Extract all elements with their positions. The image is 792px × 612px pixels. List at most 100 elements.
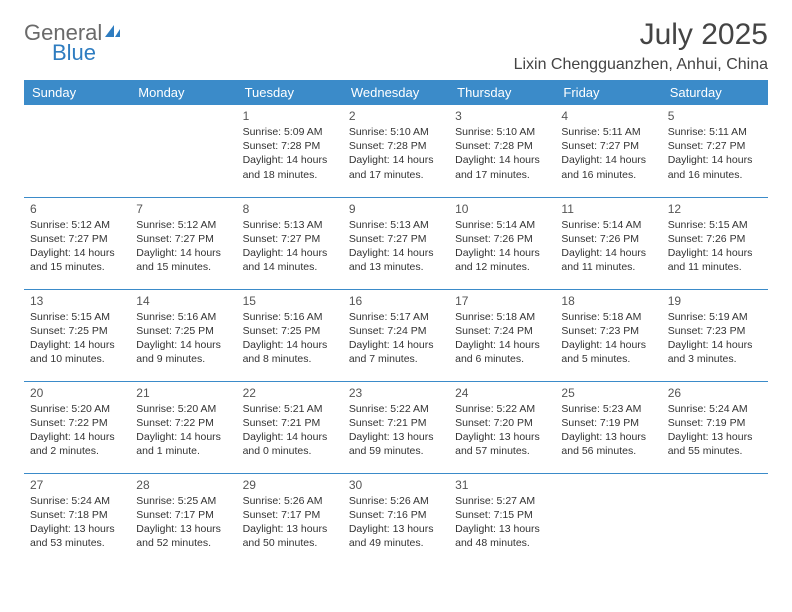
calendar-cell: 13 Sunrise: 5:15 AMSunset: 7:25 PMDayligh… (24, 289, 130, 381)
day-details: Sunrise: 5:19 AMSunset: 7:23 PMDaylight:… (668, 310, 762, 367)
month-title: July 2025 (514, 18, 768, 52)
calendar-cell (555, 473, 661, 565)
day-details: Sunrise: 5:24 AMSunset: 7:18 PMDaylight:… (30, 494, 124, 551)
calendar-cell: 22Sunrise: 5:21 AMSunset: 7:21 PMDayligh… (237, 381, 343, 473)
calendar-cell: 2 Sunrise: 5:10 AMSunset: 7:28 PMDaylight… (343, 105, 449, 197)
day-number: 10 (455, 202, 549, 216)
calendar-cell: 9 Sunrise: 5:13 AMSunset: 7:27 PMDaylight… (343, 197, 449, 289)
day-details: Sunrise: 5:17 AMSunset: 7:24 PMDaylight:… (349, 310, 443, 367)
day-number: 3 (455, 109, 549, 123)
day-details: Sunrise: 5:12 AMSunset: 7:27 PMDaylight:… (136, 218, 230, 275)
calendar-cell: 25Sunrise: 5:23 AMSunset: 7:19 PMDayligh… (555, 381, 661, 473)
day-number: 19 (668, 294, 762, 308)
calendar-cell: 26Sunrise: 5:24 AMSunset: 7:19 PMDayligh… (662, 381, 768, 473)
calendar-cell: 23Sunrise: 5:22 AMSunset: 7:21 PMDayligh… (343, 381, 449, 473)
day-number: 12 (668, 202, 762, 216)
dayheader-tuesday: Tuesday (237, 80, 343, 105)
calendar-cell: 5 Sunrise: 5:11 AMSunset: 7:27 PMDaylight… (662, 105, 768, 197)
day-details: Sunrise: 5:13 AMSunset: 7:27 PMDaylight:… (243, 218, 337, 275)
day-number: 13 (30, 294, 124, 308)
day-number: 21 (136, 386, 230, 400)
day-details: Sunrise: 5:11 AMSunset: 7:27 PMDaylight:… (668, 125, 762, 182)
calendar-cell: 4 Sunrise: 5:11 AMSunset: 7:27 PMDaylight… (555, 105, 661, 197)
calendar-week-row: 13 Sunrise: 5:15 AMSunset: 7:25 PMDayligh… (24, 289, 768, 381)
day-number: 4 (561, 109, 655, 123)
calendar-cell: 3 Sunrise: 5:10 AMSunset: 7:28 PMDaylight… (449, 105, 555, 197)
day-details: Sunrise: 5:10 AMSunset: 7:28 PMDaylight:… (349, 125, 443, 182)
dayheader-thursday: Thursday (449, 80, 555, 105)
calendar-week-row: 6 Sunrise: 5:12 AMSunset: 7:27 PMDaylight… (24, 197, 768, 289)
calendar-cell: 19 Sunrise: 5:19 AMSunset: 7:23 PMDayligh… (662, 289, 768, 381)
day-number: 25 (561, 386, 655, 400)
calendar-cell: 17 Sunrise: 5:18 AMSunset: 7:24 PMDayligh… (449, 289, 555, 381)
day-number: 26 (668, 386, 762, 400)
day-number: 29 (243, 478, 337, 492)
day-number: 11 (561, 202, 655, 216)
calendar-cell: 1 Sunrise: 5:09 AMSunset: 7:28 PMDaylight… (237, 105, 343, 197)
day-details: Sunrise: 5:15 AMSunset: 7:25 PMDaylight:… (30, 310, 124, 367)
day-number: 8 (243, 202, 337, 216)
day-details: Sunrise: 5:14 AMSunset: 7:26 PMDaylight:… (561, 218, 655, 275)
day-details: Sunrise: 5:22 AMSunset: 7:20 PMDaylight:… (455, 402, 549, 459)
day-details: Sunrise: 5:14 AMSunset: 7:26 PMDaylight:… (455, 218, 549, 275)
calendar-cell: 12 Sunrise: 5:15 AMSunset: 7:26 PMDayligh… (662, 197, 768, 289)
calendar-cell: 14 Sunrise: 5:16 AMSunset: 7:25 PMDayligh… (130, 289, 236, 381)
day-number: 31 (455, 478, 549, 492)
day-details: Sunrise: 5:16 AMSunset: 7:25 PMDaylight:… (136, 310, 230, 367)
day-number: 14 (136, 294, 230, 308)
logo-text-blue: Blue (52, 42, 96, 64)
day-number: 17 (455, 294, 549, 308)
calendar-cell (662, 473, 768, 565)
logo: GeneralBlue (24, 18, 123, 64)
day-number: 5 (668, 109, 762, 123)
day-number: 1 (243, 109, 337, 123)
day-number: 18 (561, 294, 655, 308)
calendar-cell: 27 Sunrise: 5:24 AMSunset: 7:18 PMDayligh… (24, 473, 130, 565)
day-number: 20 (30, 386, 124, 400)
calendar-cell: 18 Sunrise: 5:18 AMSunset: 7:23 PMDayligh… (555, 289, 661, 381)
calendar-cell: 24 Sunrise: 5:22 AMSunset: 7:20 PMDayligh… (449, 381, 555, 473)
calendar-cell: 20 Sunrise: 5:20 AMSunset: 7:22 PMDayligh… (24, 381, 130, 473)
day-details: Sunrise: 5:13 AMSunset: 7:27 PMDaylight:… (349, 218, 443, 275)
day-number: 27 (30, 478, 124, 492)
day-details: Sunrise: 5:27 AMSunset: 7:15 PMDaylight:… (455, 494, 549, 551)
title-block: July 2025 Lixin Chengguanzhen, Anhui, Ch… (514, 18, 768, 74)
day-details: Sunrise: 5:12 AMSunset: 7:27 PMDaylight:… (30, 218, 124, 275)
day-details: Sunrise: 5:15 AMSunset: 7:26 PMDaylight:… (668, 218, 762, 275)
calendar-cell: 11 Sunrise: 5:14 AMSunset: 7:26 PMDayligh… (555, 197, 661, 289)
day-details: Sunrise: 5:20 AMSunset: 7:22 PMDaylight:… (136, 402, 230, 459)
calendar-cell: 10 Sunrise: 5:14 AMSunset: 7:26 PMDayligh… (449, 197, 555, 289)
dayheader-wednesday: Wednesday (343, 80, 449, 105)
day-details: Sunrise: 5:18 AMSunset: 7:23 PMDaylight:… (561, 310, 655, 367)
calendar-cell: 15Sunrise: 5:16 AMSunset: 7:25 PMDayligh… (237, 289, 343, 381)
calendar-table: Sunday Monday Tuesday Wednesday Thursday… (24, 80, 768, 565)
day-number: 28 (136, 478, 230, 492)
calendar-cell: 30 Sunrise: 5:26 AMSunset: 7:16 PMDayligh… (343, 473, 449, 565)
calendar-body: 1 Sunrise: 5:09 AMSunset: 7:28 PMDaylight… (24, 105, 768, 565)
day-number: 2 (349, 109, 443, 123)
calendar-cell: 16 Sunrise: 5:17 AMSunset: 7:24 PMDayligh… (343, 289, 449, 381)
calendar-week-row: 20 Sunrise: 5:20 AMSunset: 7:22 PMDayligh… (24, 381, 768, 473)
day-number: 6 (30, 202, 124, 216)
dayheader-saturday: Saturday (662, 80, 768, 105)
day-number: 24 (455, 386, 549, 400)
dayheader-sunday: Sunday (24, 80, 130, 105)
day-number: 16 (349, 294, 443, 308)
dayheader-friday: Friday (555, 80, 661, 105)
logo-sail-icon (103, 23, 123, 44)
day-details: Sunrise: 5:20 AMSunset: 7:22 PMDaylight:… (30, 402, 124, 459)
calendar-week-row: 27 Sunrise: 5:24 AMSunset: 7:18 PMDayligh… (24, 473, 768, 565)
day-number: 30 (349, 478, 443, 492)
day-details: Sunrise: 5:09 AMSunset: 7:28 PMDaylight:… (243, 125, 337, 182)
day-details: Sunrise: 5:26 AMSunset: 7:16 PMDaylight:… (349, 494, 443, 551)
day-details: Sunrise: 5:21 AMSunset: 7:21 PMDaylight:… (243, 402, 337, 459)
location: Lixin Chengguanzhen, Anhui, China (514, 56, 768, 74)
day-details: Sunrise: 5:10 AMSunset: 7:28 PMDaylight:… (455, 125, 549, 182)
calendar-cell: 31 Sunrise: 5:27 AMSunset: 7:15 PMDayligh… (449, 473, 555, 565)
day-details: Sunrise: 5:18 AMSunset: 7:24 PMDaylight:… (455, 310, 549, 367)
day-number: 9 (349, 202, 443, 216)
dayheader-monday: Monday (130, 80, 236, 105)
calendar-cell: 7Sunrise: 5:12 AMSunset: 7:27 PMDaylight… (130, 197, 236, 289)
day-details: Sunrise: 5:11 AMSunset: 7:27 PMDaylight:… (561, 125, 655, 182)
day-number: 23 (349, 386, 443, 400)
